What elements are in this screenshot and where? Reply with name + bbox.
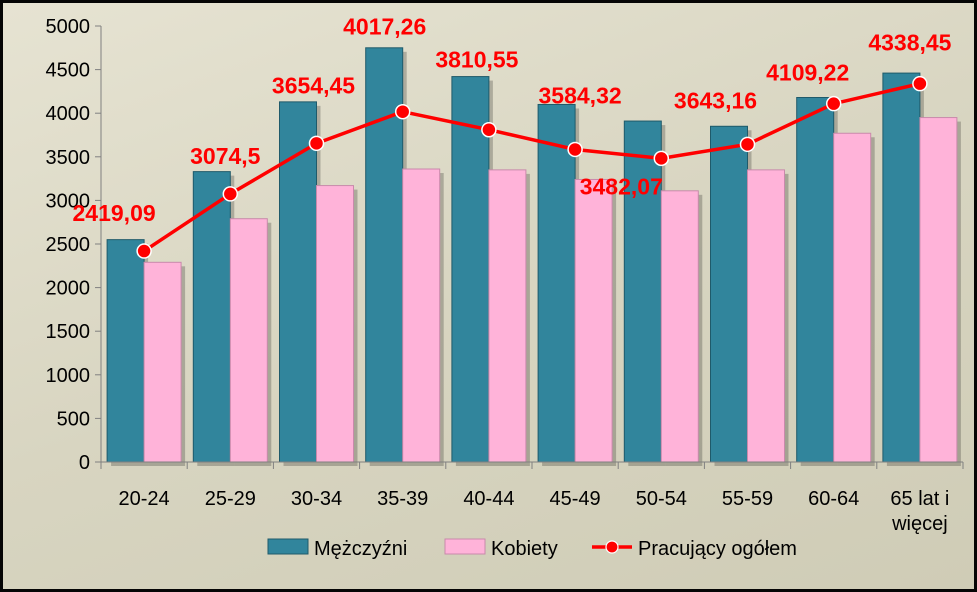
y-tick-label: 0 bbox=[79, 452, 90, 474]
data-label: 3643,16 bbox=[674, 87, 757, 113]
bar-women bbox=[747, 169, 785, 463]
y-tick-label: 4000 bbox=[46, 103, 91, 125]
data-label: 3654,45 bbox=[272, 72, 355, 98]
data-label: 3810,55 bbox=[435, 47, 518, 73]
legend-label-men: Mężczyźni bbox=[314, 538, 407, 560]
bar-women bbox=[833, 132, 872, 463]
line-marker bbox=[739, 136, 756, 153]
line-marker bbox=[394, 103, 411, 120]
x-tick-label: 65 lat i bbox=[890, 488, 949, 510]
bar-men bbox=[451, 76, 490, 463]
y-tick-label: 1500 bbox=[46, 321, 91, 343]
x-tick-label: więcej bbox=[891, 513, 948, 535]
x-tick-label: 40-44 bbox=[463, 488, 514, 510]
bar-women bbox=[488, 169, 527, 463]
line-marker bbox=[567, 141, 583, 158]
legend-label-total: Pracujący ogółem bbox=[638, 538, 797, 560]
bar-men bbox=[882, 72, 921, 463]
x-tick-label: 50-54 bbox=[636, 488, 687, 510]
data-label: 3074,5 bbox=[190, 143, 261, 169]
bar-men bbox=[796, 97, 835, 463]
series-line-total bbox=[143, 81, 921, 253]
bar-women bbox=[229, 218, 268, 463]
line-marker bbox=[222, 186, 239, 202]
data-label: 4109,22 bbox=[766, 60, 849, 86]
y-tick-label: 3000 bbox=[46, 190, 91, 212]
line-marker bbox=[308, 135, 325, 152]
y-tick-label: 500 bbox=[57, 408, 90, 430]
line-marker bbox=[825, 95, 842, 112]
bar-women bbox=[919, 117, 958, 463]
data-label: 4017,26 bbox=[343, 14, 426, 40]
x-tick-label: 30-34 bbox=[291, 488, 342, 510]
bar-women bbox=[316, 185, 354, 463]
bar-men bbox=[710, 125, 748, 463]
bar-men bbox=[623, 120, 662, 463]
legend-swatch-men bbox=[267, 538, 309, 555]
x-tick-label: 35-39 bbox=[377, 488, 428, 510]
x-tick-label: 60-64 bbox=[808, 488, 859, 510]
y-tick-label: 4500 bbox=[46, 60, 91, 82]
data-label: 3584,32 bbox=[539, 82, 622, 108]
y-tick-label: 1000 bbox=[46, 365, 91, 387]
bar-women bbox=[143, 261, 182, 463]
x-tick-label: 20-24 bbox=[119, 488, 170, 510]
y-tick-label: 3500 bbox=[46, 147, 91, 169]
bar-women bbox=[660, 190, 699, 463]
bar-women bbox=[402, 168, 441, 463]
bar-women bbox=[574, 178, 613, 463]
x-tick-label: 45-49 bbox=[550, 488, 601, 510]
data-label: 4338,45 bbox=[868, 30, 951, 56]
line-marker bbox=[136, 243, 152, 259]
legend-label-women: Kobiety bbox=[491, 538, 558, 560]
line-marker bbox=[653, 150, 670, 167]
legend-swatch-women bbox=[444, 538, 486, 555]
x-tick-label: 25-29 bbox=[205, 488, 256, 510]
legend-marker-total bbox=[605, 540, 619, 554]
line-marker bbox=[912, 75, 928, 92]
data-label: 2419,09 bbox=[73, 200, 156, 226]
data-label: 3482,07 bbox=[580, 173, 663, 199]
y-tick-label: 5000 bbox=[46, 16, 91, 38]
y-tick-label: 2500 bbox=[46, 234, 91, 256]
y-tick-label: 2000 bbox=[46, 278, 91, 300]
x-tick-label: 55-59 bbox=[722, 488, 773, 510]
line-marker bbox=[481, 121, 497, 138]
bar-men bbox=[537, 103, 576, 463]
bar-men bbox=[106, 239, 145, 463]
